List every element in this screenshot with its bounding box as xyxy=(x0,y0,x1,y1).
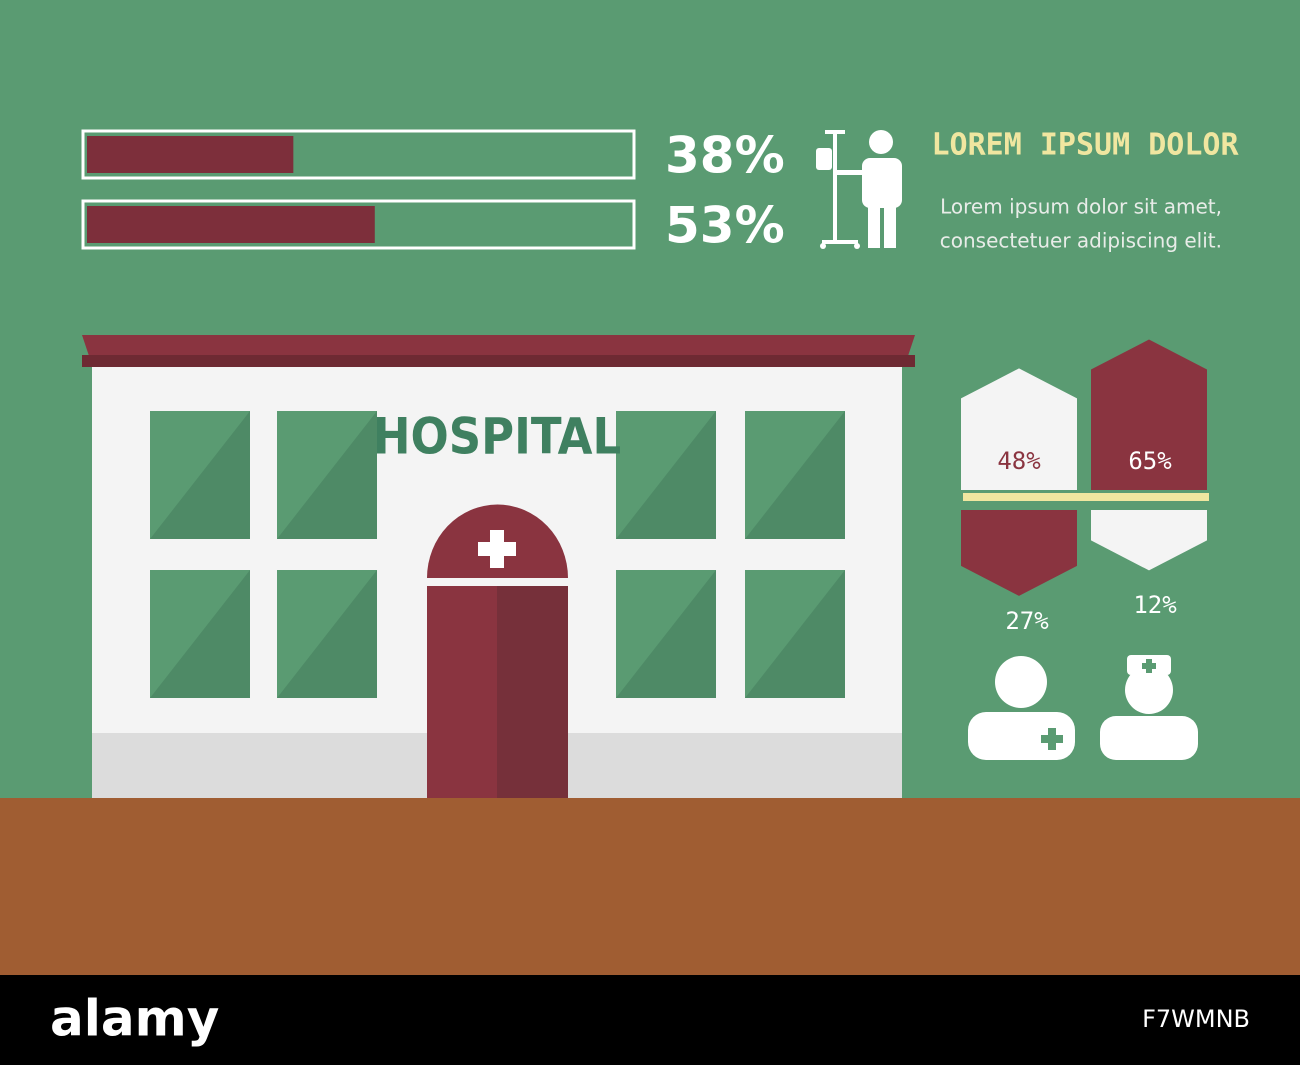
stat-shape xyxy=(961,368,1077,490)
nurse-icon xyxy=(1100,655,1198,760)
ground xyxy=(0,798,1300,975)
divider xyxy=(963,493,1209,501)
window-shade xyxy=(150,411,250,539)
stat-label: 65% xyxy=(1128,447,1172,475)
window-shade xyxy=(616,570,716,698)
window-shade xyxy=(277,411,377,539)
bar-label: 38% xyxy=(665,127,785,185)
stat-shape xyxy=(1091,510,1207,571)
footer-id: F7WMNB xyxy=(1142,1005,1250,1033)
footer-logo: alamy xyxy=(50,990,219,1048)
heading: LOREM IPSUM DOLOR xyxy=(931,128,1239,163)
windows xyxy=(150,411,845,698)
bar-track xyxy=(81,129,636,180)
stat-shape xyxy=(1091,339,1207,490)
bar-track xyxy=(81,199,636,250)
footer-bar xyxy=(0,975,1300,1065)
bar-label: 53% xyxy=(665,197,785,255)
stat-label: 48% xyxy=(997,447,1041,475)
window-shade xyxy=(616,411,716,539)
stat-label: 27% xyxy=(1005,607,1049,635)
bar-fill xyxy=(87,206,375,243)
body-line: Lorem ipsum dolor sit amet, xyxy=(940,195,1222,219)
doctor-icon xyxy=(968,656,1075,760)
window-shade xyxy=(745,411,845,539)
bar-fill xyxy=(87,136,294,173)
patient-icon xyxy=(816,130,902,249)
window-shade xyxy=(745,570,845,698)
window-shade xyxy=(277,570,377,698)
body-line: consectetuer adipiscing elit. xyxy=(940,229,1222,253)
door xyxy=(427,504,568,798)
stat-shape xyxy=(961,510,1077,596)
window-shade xyxy=(150,570,250,698)
stat-label: 12% xyxy=(1133,591,1177,619)
hospital-sign: HOSPITAL xyxy=(373,408,621,466)
